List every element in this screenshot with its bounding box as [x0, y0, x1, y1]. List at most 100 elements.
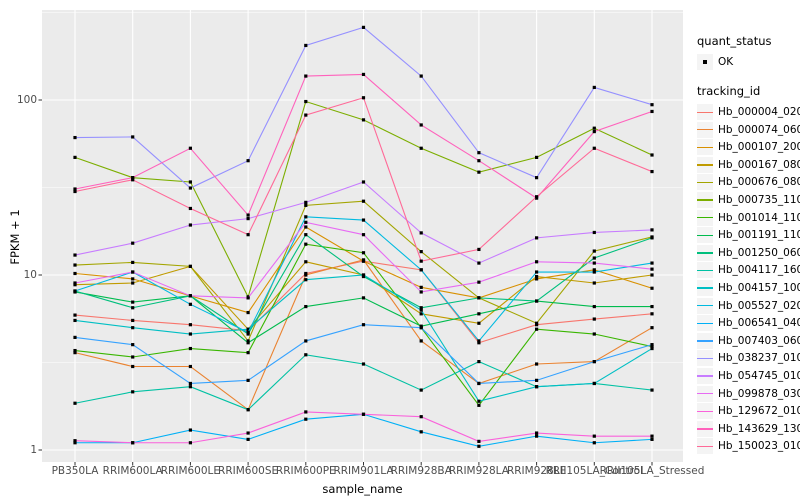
data-point [246, 213, 250, 217]
data-point [419, 74, 423, 78]
legend-label: Hb_004117_160 [718, 264, 800, 277]
y-tick-label-1: 1 [30, 444, 37, 456]
series-points-Hb_099878_030 [73, 220, 654, 300]
legend-entry-Hb_000074_060: Hb_000074_060 [697, 121, 800, 138]
data-point [304, 260, 308, 264]
data-point [246, 159, 250, 163]
data-point [419, 231, 423, 235]
data-point [477, 170, 481, 174]
data-point [650, 153, 654, 157]
data-point [477, 261, 481, 265]
data-point [73, 253, 77, 257]
x-tick-label: RRII105LA_Stressed [599, 465, 705, 477]
data-point [246, 330, 250, 334]
data-point [304, 203, 308, 207]
data-point [477, 439, 481, 443]
legend-label: Hb_000004_020 [718, 106, 800, 118]
legend-entry-Hb_143629_130: Hb_143629_130 [697, 420, 800, 437]
legend-key-swatch [697, 438, 713, 455]
data-point [592, 85, 596, 90]
data-point [304, 242, 308, 246]
x-tick-label: PB350LA [51, 465, 99, 477]
data-point [304, 99, 308, 104]
line-swatch-icon [697, 111, 713, 113]
legend-label-ok: OK [718, 56, 734, 68]
data-point [535, 299, 539, 303]
legend-label: Hb_000074_060 [718, 123, 800, 136]
line-swatch-icon [697, 287, 713, 289]
line-swatch-icon [697, 181, 713, 184]
legend-label: Hb_099878_030 [718, 387, 800, 400]
line-swatch-icon [697, 393, 713, 395]
data-point [246, 217, 250, 221]
data-point [304, 410, 308, 414]
legend-key-ok [697, 54, 713, 70]
data-point [535, 327, 539, 331]
x-tick-label: RRIM928BA [390, 465, 452, 477]
legend-entry-Hb_000735_110: Hb_000735_110 [697, 191, 800, 208]
data-point [592, 281, 596, 285]
data-point [592, 146, 596, 150]
line-swatch-icon [697, 252, 713, 254]
data-point [535, 236, 539, 240]
data-point [131, 178, 135, 182]
data-point [73, 187, 77, 191]
data-point [535, 195, 539, 199]
data-point [592, 256, 596, 260]
data-point [188, 146, 192, 150]
legend-title-quant-status: quant_status [697, 34, 772, 48]
x-axis-title: sample_name [322, 482, 403, 496]
data-point [592, 332, 596, 336]
point-marker-icon [703, 60, 707, 64]
legend-entry-Hb_004157_100: Hb_004157_100 [697, 279, 800, 296]
data-point [361, 323, 366, 327]
data-point [592, 270, 596, 274]
data-point [477, 159, 481, 163]
legend-label: Hb_038237_010 [718, 352, 800, 365]
x-tick-label: RRIM600PE [275, 465, 336, 477]
data-point [73, 155, 77, 159]
data-point [535, 277, 539, 281]
data-point [246, 296, 250, 300]
data-point [131, 306, 135, 310]
data-point [650, 437, 654, 441]
legend-label: Hb_000676_080 [718, 176, 800, 189]
data-point [419, 268, 423, 272]
x-tick-label: RRIM901LA [333, 465, 394, 477]
data-point [131, 176, 135, 180]
data-point [304, 74, 308, 78]
data-point [419, 430, 423, 434]
data-point [361, 218, 366, 222]
data-point [535, 321, 539, 325]
data-point [73, 318, 77, 323]
legend-key-swatch [697, 209, 713, 226]
legend-entries: Hb_000004_020 Hb_000074_060 Hb_000107_200 H… [697, 104, 800, 455]
data-point [592, 249, 596, 253]
legend-label: Hb_000735_110 [718, 193, 800, 206]
legend-label: Hb_150023_010 [718, 440, 800, 453]
legend-entry-Hb_005527_020: Hb_005527_020 [697, 297, 800, 314]
y-tick-label-10: 10 [23, 269, 37, 281]
data-point [361, 233, 366, 237]
x-tick-label: RRIM928LE [506, 465, 567, 477]
legend-label: Hb_007403_060 [718, 334, 800, 347]
line-swatch-icon [697, 199, 713, 201]
data-point [304, 225, 308, 229]
data-point [246, 332, 250, 336]
data-point [419, 308, 423, 312]
data-point [592, 441, 596, 445]
legend-entry-Hb_001014_110: Hb_001014_110 [697, 209, 800, 226]
legend-entry-Hb_007403_060: Hb_007403_060 [697, 332, 800, 349]
data-point [131, 441, 135, 445]
data-point [361, 273, 366, 277]
data-point [535, 260, 539, 264]
legend-label: Hb_001191_110 [718, 229, 800, 242]
line-swatch-icon [697, 217, 713, 219]
legend-key-swatch [697, 297, 713, 314]
data-point [419, 306, 423, 310]
data-point [650, 343, 654, 347]
data-point [535, 362, 539, 366]
legend-key-swatch [697, 104, 713, 120]
data-point [650, 261, 654, 265]
